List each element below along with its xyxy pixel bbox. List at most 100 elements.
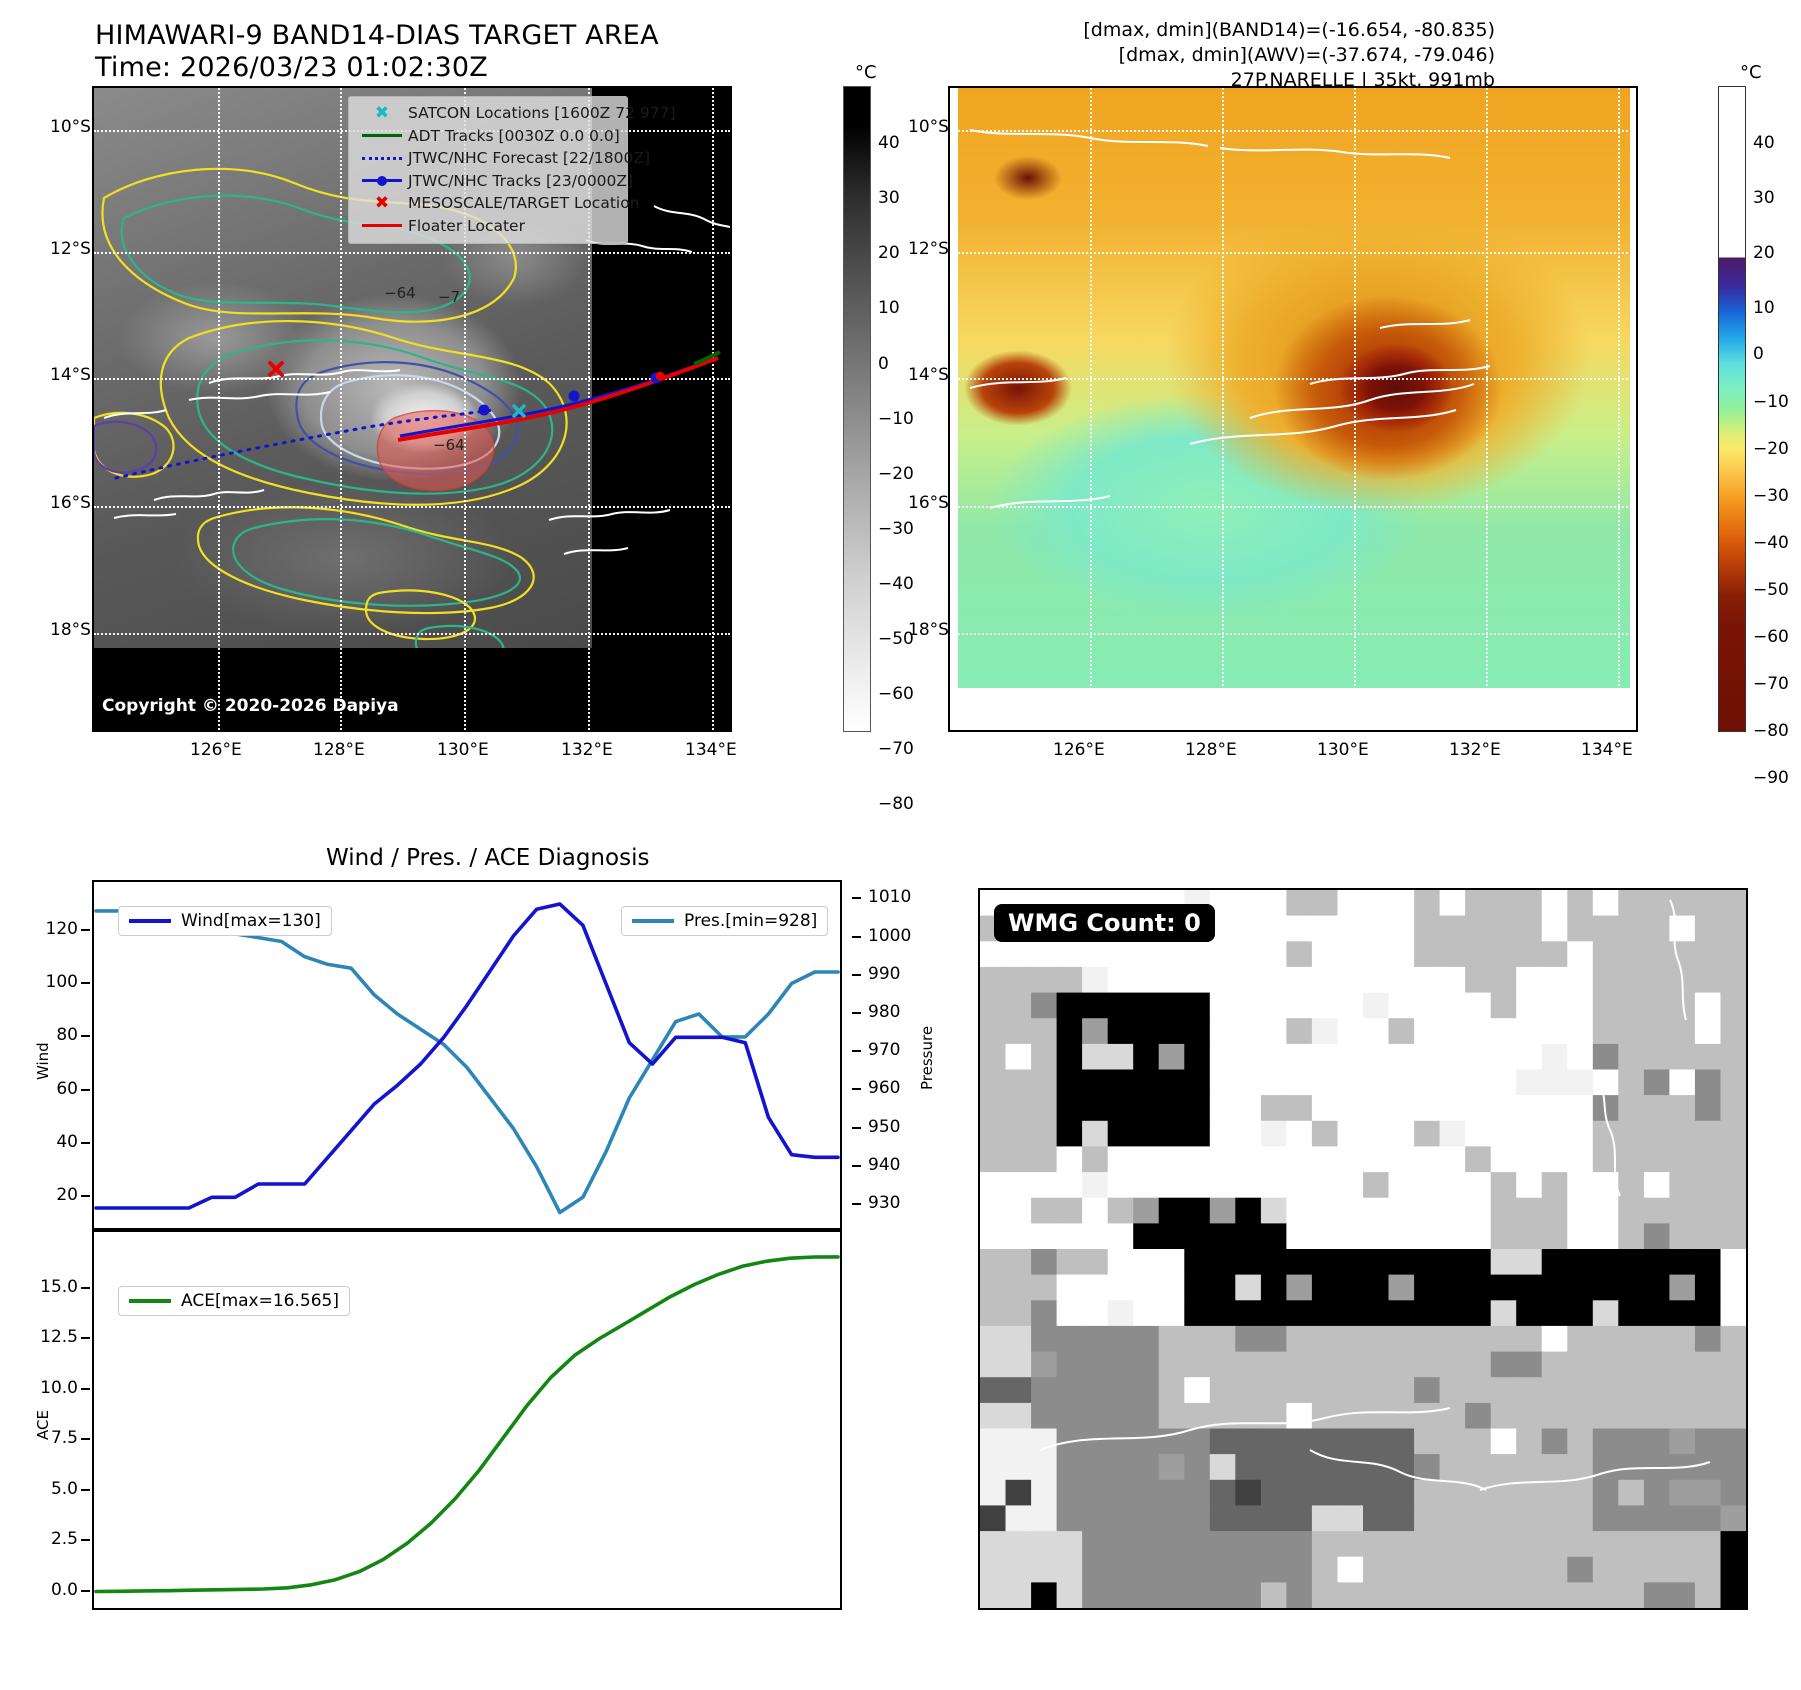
legend-label: ACE[max=16.565]: [181, 1291, 339, 1311]
wind-pressure-chart[interactable]: [92, 880, 842, 1230]
cb-tick: −60: [878, 684, 914, 704]
line-icon: [129, 1299, 171, 1303]
cb-tick: −10: [1753, 392, 1789, 412]
p1-colorbar: [843, 86, 871, 732]
y2-tick-mark: [852, 1202, 861, 1205]
legend-item-mesoscale-target[interactable]: ✖ MESOSCALE/TARGET Location: [356, 192, 640, 215]
timestamp: Time: 2026/03/23 01:02:30Z: [95, 52, 488, 83]
cb-tick: 0: [878, 354, 889, 374]
legend-label: ADT Tracks [0030Z 0.0 0.0]: [408, 126, 620, 145]
contour-label-1: −64: [384, 284, 416, 302]
y2-tick-mark: [852, 1012, 861, 1014]
pressure-legend[interactable]: Pres.[min=928]: [621, 906, 829, 936]
dmax-awv-text: [dmax, dmin](AWV)=(-37.674, -79.046): [1118, 44, 1495, 66]
y-tick-mark: [81, 982, 90, 984]
y2-tick-mark: [852, 1050, 861, 1053]
contour-label-3: −64: [433, 436, 465, 454]
legend-item-floater-locater[interactable]: Floater Locater: [356, 215, 620, 238]
p2-lat-tick: 16°S: [908, 493, 949, 513]
p2-lat-tick: 12°S: [908, 239, 949, 259]
dotted-line-icon: [356, 156, 408, 160]
p1-lon-tick: 132°E: [561, 740, 613, 760]
gridline-lat-14s: [950, 378, 1636, 380]
y2-tick-mark: [852, 897, 861, 900]
gridline-lat-10s: [950, 130, 1636, 132]
legend-label: SATCON Locations [1600Z 72 977]: [408, 104, 676, 123]
cb-tick: 20: [1753, 243, 1775, 263]
ace-axis-label: ACE: [34, 1410, 52, 1440]
legend-item-adt-tracks[interactable]: ADT Tracks [0030Z 0.0 0.0]: [356, 125, 620, 148]
y2-tick: 1000: [868, 925, 912, 946]
y-tick: 80: [56, 1025, 78, 1046]
no-data-region-bottom: [94, 648, 730, 730]
awv-enhanced-ir-map[interactable]: [948, 86, 1638, 732]
cb-tick: −50: [878, 629, 914, 649]
gridline-lat-18s: [950, 633, 1636, 635]
wmg-coastlines: [1039, 899, 1711, 1491]
y-tick-mark: [81, 1438, 90, 1441]
y-tick: 100: [45, 972, 78, 992]
legend-label: Pres.[min=928]: [684, 911, 818, 931]
p1-lon-tick: 126°E: [190, 740, 242, 760]
gridline-lon-134e: [1618, 88, 1620, 730]
p1-lon-tick: 134°E: [685, 740, 737, 760]
y2-tick-mark: [852, 935, 861, 938]
y-tick-mark: [81, 1539, 90, 1542]
gridline-lat-16s: [94, 506, 730, 508]
legend-label: Floater Locater: [408, 216, 525, 235]
wmg-microwave-map[interactable]: WMG Count: 0: [978, 888, 1748, 1610]
p2-colorbar: [1718, 86, 1746, 732]
p2-lon-tick: 126°E: [1053, 740, 1105, 760]
p2-lat-tick: 14°S: [908, 365, 949, 385]
gridline-lon-128e: [1222, 88, 1224, 730]
p1-lon-tick: 128°E: [313, 740, 365, 760]
y2-tick: 990: [868, 963, 901, 984]
cb-tick: −90: [1753, 768, 1789, 788]
legend-item-jtwc-forecast[interactable]: JTWC/NHC Forecast [22/1800Z]: [356, 147, 650, 170]
p2-right-blank: [1630, 88, 1636, 730]
wind-axis-label: Wind: [34, 1042, 52, 1080]
gridline-lat-18s: [94, 633, 730, 635]
gridline-lat-12s: [94, 252, 730, 254]
wmg-count-badge: WMG Count: 0: [994, 904, 1215, 942]
cb-tick: −60: [1753, 627, 1789, 647]
y-tick-mark: [81, 1488, 90, 1491]
cb-tick: −40: [1753, 533, 1789, 553]
legend-item-jtwc-tracks[interactable]: JTWC/NHC Tracks [23/0000Z]: [356, 170, 633, 193]
p1-lat-tick: 16°S: [50, 493, 91, 513]
y-tick-mark: [81, 1589, 90, 1592]
y-tick: 20: [56, 1185, 78, 1206]
cb-tick: −50: [1753, 580, 1789, 600]
cb-tick: 10: [1753, 298, 1775, 318]
legend-item-satcon[interactable]: ✖ SATCON Locations [1600Z 72 977]: [356, 102, 676, 125]
x-marker-icon: ✖: [374, 102, 390, 123]
cb-tick: 20: [878, 243, 900, 263]
y-tick: 7.5: [50, 1428, 78, 1449]
p2-lon-tick: 128°E: [1185, 740, 1237, 760]
diagnosis-title: Wind / Pres. / ACE Diagnosis: [326, 845, 650, 871]
cb-tick: 10: [878, 298, 900, 318]
ace-legend[interactable]: ACE[max=16.565]: [118, 1286, 350, 1316]
p2-lon-tick: 130°E: [1317, 740, 1369, 760]
y-tick: 120: [45, 918, 78, 939]
legend-label: JTWC/NHC Tracks [23/0000Z]: [408, 171, 634, 190]
cb-tick: −70: [878, 739, 914, 759]
p2-left-blank: [950, 88, 958, 730]
cb-tick: −80: [1753, 721, 1789, 741]
cb-tick: −20: [1753, 439, 1789, 459]
dmax-band14-text: [dmax, dmin](BAND14)=(-16.654, -80.835): [1083, 19, 1495, 41]
cb-tick: 40: [878, 133, 900, 153]
wind-legend[interactable]: Wind[max=130]: [118, 906, 332, 936]
y-tick: 10.0: [40, 1377, 78, 1398]
line-icon: [356, 134, 408, 138]
cb-tick: 40: [1753, 133, 1775, 153]
y-tick-mark: [81, 1286, 90, 1289]
storm-tracks: [114, 350, 721, 480]
gridline-lon-132e: [588, 88, 590, 730]
pressure-axis-label: Pressure: [918, 1025, 936, 1090]
p1-lon-tick: 130°E: [437, 740, 489, 760]
gridline-lon-130e: [464, 88, 466, 730]
map-legend[interactable]: ✖ SATCON Locations [1600Z 72 977] ADT Tr…: [348, 96, 676, 244]
copyright-text: Copyright © 2020-2026 Dapiya: [102, 696, 399, 716]
page-title: HIMAWARI-9 BAND14-DIAS TARGET AREA: [95, 20, 659, 51]
